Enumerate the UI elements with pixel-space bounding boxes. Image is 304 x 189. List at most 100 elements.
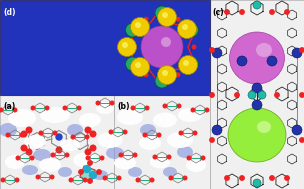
Circle shape	[97, 170, 101, 174]
Circle shape	[84, 166, 91, 173]
Ellipse shape	[117, 109, 143, 125]
Circle shape	[53, 131, 57, 135]
Circle shape	[141, 26, 183, 68]
Circle shape	[210, 48, 214, 52]
Circle shape	[133, 153, 137, 157]
Circle shape	[77, 106, 81, 110]
Circle shape	[15, 178, 19, 182]
Circle shape	[0, 108, 3, 112]
Circle shape	[160, 13, 164, 17]
Circle shape	[157, 8, 177, 26]
Circle shape	[155, 6, 169, 20]
Circle shape	[155, 74, 169, 88]
Circle shape	[275, 93, 279, 97]
Circle shape	[285, 10, 289, 14]
Ellipse shape	[106, 147, 124, 159]
Ellipse shape	[96, 102, 114, 114]
Text: (c): (c)	[213, 8, 224, 17]
Circle shape	[20, 133, 24, 137]
Circle shape	[30, 156, 34, 160]
Circle shape	[85, 127, 91, 133]
Circle shape	[36, 175, 40, 179]
Ellipse shape	[256, 43, 272, 57]
Ellipse shape	[22, 165, 38, 175]
Ellipse shape	[5, 155, 25, 169]
Circle shape	[212, 48, 222, 58]
Circle shape	[90, 131, 96, 137]
Text: (b): (b)	[117, 102, 130, 112]
Circle shape	[110, 101, 114, 105]
Circle shape	[160, 77, 164, 81]
Circle shape	[153, 155, 157, 159]
Circle shape	[185, 57, 199, 71]
Bar	[80, 166, 95, 181]
Circle shape	[210, 93, 214, 97]
Circle shape	[26, 149, 32, 155]
Circle shape	[176, 73, 180, 77]
Circle shape	[270, 176, 274, 180]
Circle shape	[103, 176, 107, 180]
Ellipse shape	[24, 135, 46, 149]
Bar	[210, 0, 304, 189]
Ellipse shape	[60, 139, 80, 151]
Circle shape	[56, 134, 62, 140]
Circle shape	[130, 18, 150, 36]
Circle shape	[88, 179, 92, 183]
Circle shape	[16, 156, 20, 160]
Circle shape	[169, 176, 173, 180]
Circle shape	[86, 156, 90, 160]
Circle shape	[143, 133, 147, 137]
Circle shape	[65, 153, 69, 157]
Circle shape	[135, 22, 141, 28]
Circle shape	[144, 73, 148, 77]
Circle shape	[126, 57, 140, 71]
Circle shape	[51, 153, 55, 157]
Circle shape	[133, 29, 136, 33]
Circle shape	[270, 10, 274, 14]
Circle shape	[178, 56, 198, 74]
Circle shape	[130, 57, 150, 77]
Ellipse shape	[73, 153, 97, 167]
Circle shape	[212, 125, 222, 135]
Circle shape	[145, 106, 149, 110]
Circle shape	[292, 125, 302, 135]
Circle shape	[240, 10, 244, 14]
Ellipse shape	[161, 37, 171, 47]
Circle shape	[122, 42, 128, 48]
Circle shape	[119, 153, 123, 157]
Circle shape	[63, 106, 67, 110]
Circle shape	[56, 147, 62, 153]
Circle shape	[285, 176, 289, 180]
Ellipse shape	[153, 112, 177, 128]
Circle shape	[193, 131, 197, 135]
Circle shape	[133, 61, 136, 65]
Ellipse shape	[92, 170, 108, 180]
Circle shape	[50, 175, 54, 179]
Circle shape	[292, 48, 302, 58]
Ellipse shape	[139, 136, 161, 150]
Ellipse shape	[8, 109, 36, 127]
Circle shape	[100, 156, 104, 160]
Circle shape	[123, 130, 127, 134]
Circle shape	[163, 104, 167, 108]
Circle shape	[237, 56, 247, 66]
Circle shape	[176, 18, 180, 21]
Circle shape	[182, 24, 188, 30]
Circle shape	[26, 127, 32, 133]
Ellipse shape	[67, 124, 83, 136]
Circle shape	[150, 178, 154, 182]
Circle shape	[89, 171, 96, 178]
Ellipse shape	[177, 146, 193, 158]
Circle shape	[88, 161, 92, 165]
Circle shape	[258, 91, 266, 99]
Circle shape	[162, 12, 168, 18]
Ellipse shape	[58, 167, 72, 177]
Circle shape	[135, 62, 141, 68]
Circle shape	[183, 60, 189, 66]
Circle shape	[128, 45, 132, 49]
Circle shape	[235, 93, 239, 97]
Circle shape	[162, 70, 168, 76]
Circle shape	[79, 170, 83, 174]
Circle shape	[117, 176, 121, 180]
Circle shape	[21, 145, 27, 151]
